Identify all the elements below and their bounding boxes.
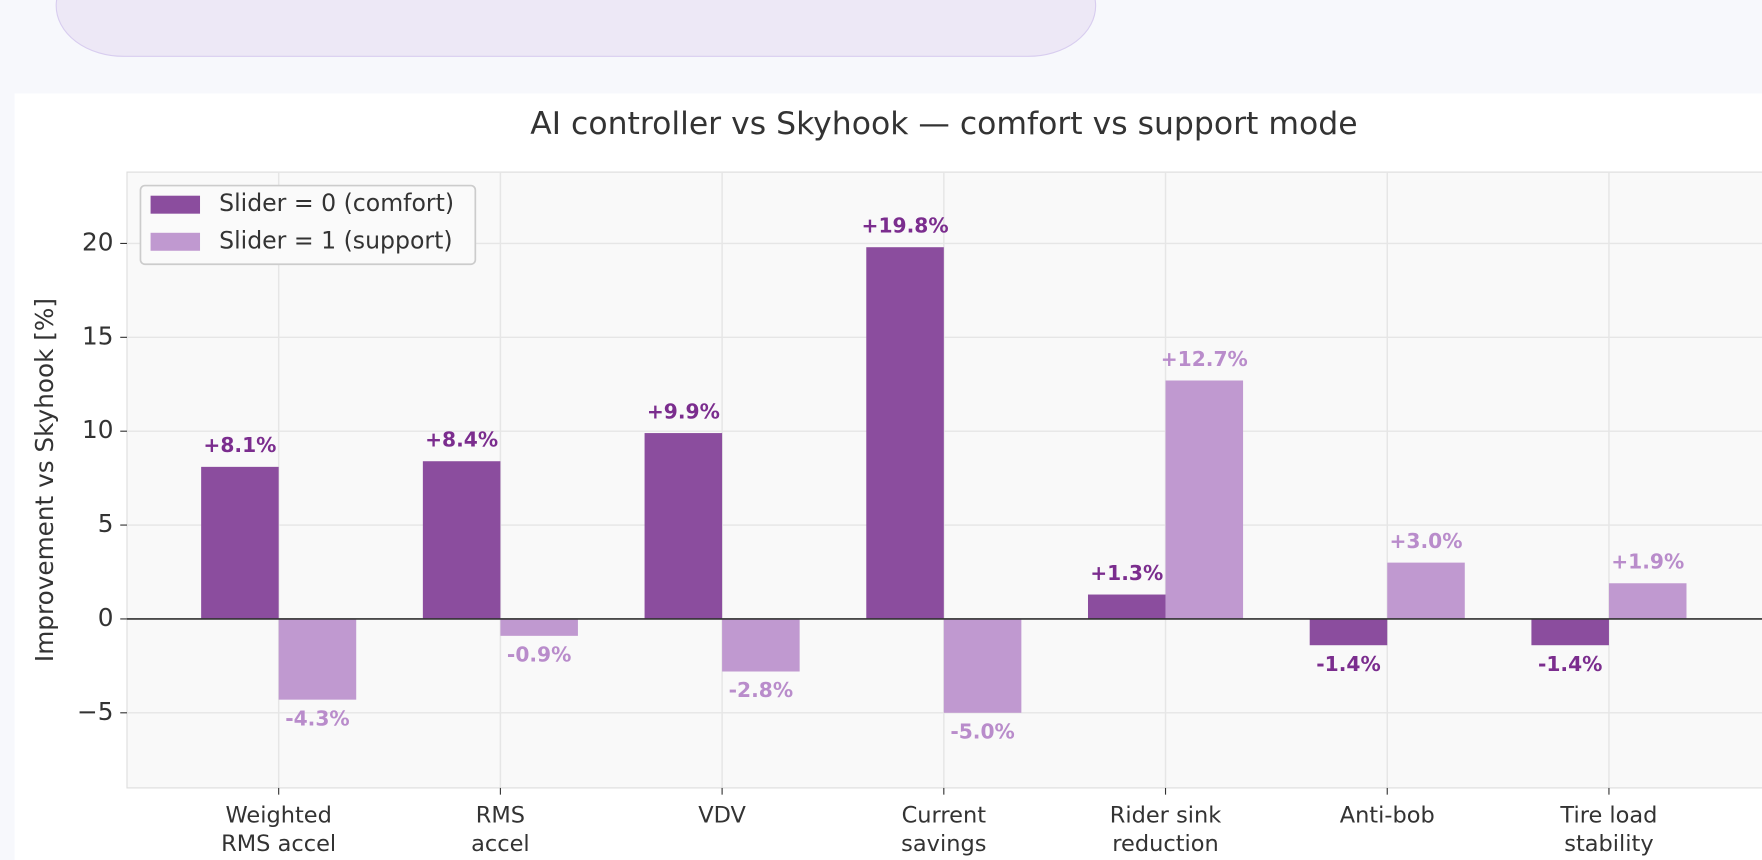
x-tick-label: Tire load stability xyxy=(1560,801,1658,857)
x-tick-label-box: Weighted RMS accel xyxy=(221,801,337,857)
value-label: -5.0% xyxy=(950,720,1014,744)
bar xyxy=(644,433,723,619)
x-tick-label-box: Anti-bob xyxy=(1339,801,1435,829)
bar xyxy=(722,618,800,672)
legend-label: Slider = 1 (support) xyxy=(219,226,452,254)
x-tick-label-box: RMS accel xyxy=(471,801,530,857)
value-label: +8.4% xyxy=(425,428,498,452)
x-tick-label-box: Tire load stability xyxy=(1560,801,1658,857)
x-tick-label-box: Current savings xyxy=(901,801,987,857)
y-tick-label: 15 xyxy=(82,321,113,350)
x-tick-label-box: Rider sink reduction xyxy=(1109,801,1222,857)
legend-swatch xyxy=(150,195,201,214)
value-label: +19.8% xyxy=(862,213,949,237)
bar xyxy=(1387,562,1465,619)
y-axis-label: Improvement vs Skyhook [%] xyxy=(30,298,59,662)
value-label: +1.9% xyxy=(1611,550,1684,574)
bar xyxy=(500,618,578,636)
bar xyxy=(1309,618,1388,646)
x-tick-label: Weighted RMS accel xyxy=(221,801,337,857)
y-tick-label: 10 xyxy=(82,415,113,444)
x-tick-label: RMS accel xyxy=(471,801,530,857)
legend-swatch xyxy=(150,232,201,251)
x-tick-label-box: VDV xyxy=(698,801,746,829)
legend: Slider = 0 (comfort) Slider = 1 (support) xyxy=(139,184,477,266)
value-label: -1.4% xyxy=(1316,652,1380,676)
x-tick-label: Current savings xyxy=(901,801,987,857)
value-label: +1.3% xyxy=(1090,561,1163,585)
bar xyxy=(422,461,501,619)
y-tick-label: 20 xyxy=(82,227,113,256)
value-label: +3.0% xyxy=(1389,529,1462,553)
value-label: -2.8% xyxy=(729,678,793,702)
bar xyxy=(943,618,1022,713)
legend-label: Slider = 0 (comfort) xyxy=(219,189,454,217)
value-label: +12.7% xyxy=(1161,347,1248,371)
x-tick-label: VDV xyxy=(698,801,746,829)
x-tick-label: Rider sink reduction xyxy=(1109,801,1222,857)
bar xyxy=(866,247,944,619)
bar xyxy=(1608,583,1687,619)
bar xyxy=(1165,380,1244,619)
value-label: +8.1% xyxy=(203,433,276,457)
bar xyxy=(1531,618,1609,646)
bar xyxy=(201,466,279,619)
bars: +8.1% +8.4% +9.9% +19.8% +1.3% -1.4% -1.4% -4.3… xyxy=(201,213,1687,744)
value-label: -1.4% xyxy=(1538,652,1602,676)
y-tick-label: −5 xyxy=(77,697,113,726)
y-tick-label: 5 xyxy=(98,509,114,538)
chart-title: AI controller vs Skyhook — comfort vs su… xyxy=(530,106,1357,142)
bar xyxy=(1087,594,1166,619)
value-label: +9.9% xyxy=(647,399,720,423)
value-label: -4.3% xyxy=(285,706,349,730)
x-tick-label: Anti-bob xyxy=(1339,801,1435,829)
value-label: -0.9% xyxy=(507,643,571,667)
y-tick-label: 0 xyxy=(98,603,114,632)
legend-box xyxy=(139,184,477,266)
top-panel xyxy=(55,0,1097,57)
bar xyxy=(278,618,357,700)
